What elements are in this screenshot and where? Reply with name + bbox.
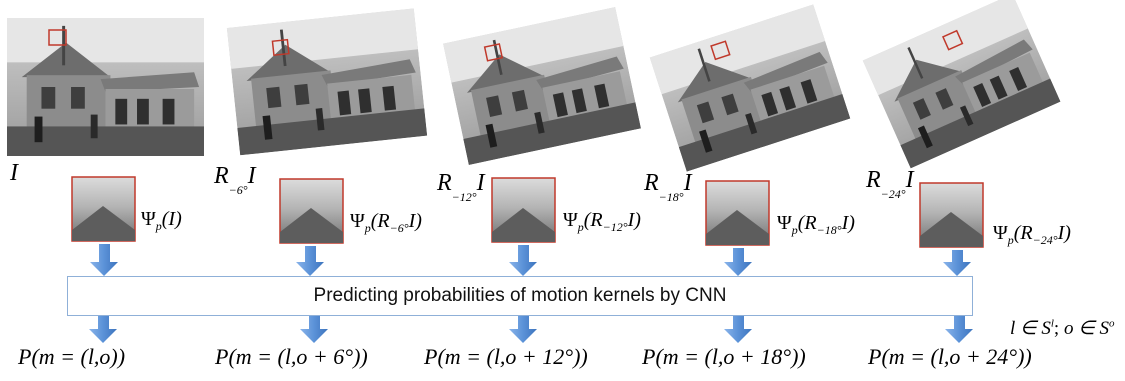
patch-marker-0 xyxy=(48,29,67,46)
patch-marker-3 xyxy=(710,40,731,61)
patch-marker-1 xyxy=(271,38,290,57)
cnn-banner: Predicting probabilities of motion kerne… xyxy=(67,276,973,316)
image-label-0: I xyxy=(10,160,18,186)
arrow-down-patch-2 xyxy=(509,245,537,276)
image-label-3: R−18°I xyxy=(644,170,692,204)
probability-4: P(m = (l,o + 24°)) xyxy=(868,344,1032,369)
scene-image-0 xyxy=(7,18,204,156)
patch-label-3: Ψp(R−18°I) xyxy=(777,212,855,237)
arrow-down-patch-3 xyxy=(724,248,752,276)
probability-0: P(m = (l,o)) xyxy=(18,344,126,369)
arrow-down-prob-4 xyxy=(945,316,973,343)
patch-label-4: Ψp(R−24°I) xyxy=(993,222,1071,247)
arrow-down-patch-1 xyxy=(296,246,324,276)
patch-marker-4 xyxy=(941,29,964,51)
scene-image-1 xyxy=(226,8,428,156)
scene-image-2 xyxy=(443,7,641,165)
patch-label-2: Ψp(R−12°I) xyxy=(563,209,641,234)
patch-marker-2 xyxy=(483,43,504,62)
image-label-2: R−12°I xyxy=(437,170,485,204)
image-label-1: R−6°I xyxy=(214,163,256,197)
patch-label-1: Ψp(R−6°I) xyxy=(350,210,422,235)
cnn-banner-text: Predicting probabilities of motion kerne… xyxy=(313,285,727,306)
arrow-down-patch-4 xyxy=(943,250,971,276)
arrow-down-prob-1 xyxy=(300,316,328,343)
scene-image-3 xyxy=(649,4,851,172)
probability-2: P(m = (l,o + 12°)) xyxy=(424,344,588,369)
image-label-4: R−24°I xyxy=(866,167,914,201)
probability-3: P(m = (l,o + 18°)) xyxy=(642,344,806,369)
arrow-down-prob-3 xyxy=(724,316,752,343)
patch-2 xyxy=(491,177,556,243)
patch-3 xyxy=(705,180,770,246)
patch-label-0: Ψp(I) xyxy=(141,208,182,233)
patch-4 xyxy=(919,182,984,248)
arrow-down-patch-0 xyxy=(90,244,118,276)
arrow-down-prob-0 xyxy=(89,316,117,343)
patch-1 xyxy=(279,178,344,244)
probability-1: P(m = (l,o + 6°)) xyxy=(215,344,368,369)
domain-label: l ∈ Sl; o ∈ So xyxy=(1010,317,1115,339)
arrow-down-prob-2 xyxy=(509,316,537,343)
patch-0 xyxy=(71,176,136,242)
scene-image-4 xyxy=(862,0,1061,169)
